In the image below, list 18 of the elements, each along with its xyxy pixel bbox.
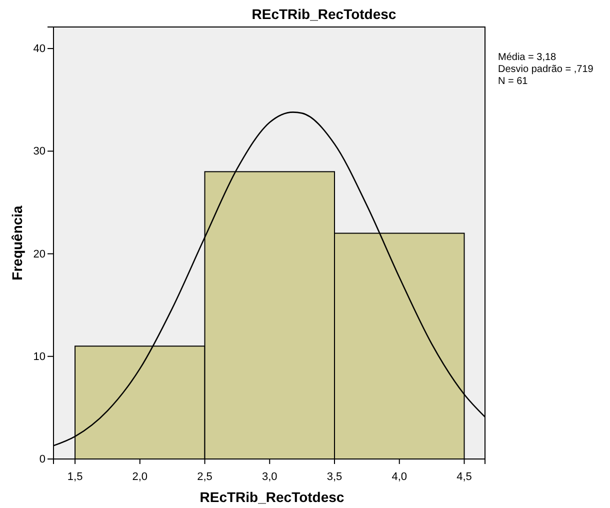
x-axis-title: REcTRib_RecTotdesc <box>200 489 344 505</box>
y-tick-label: 20 <box>33 248 46 260</box>
x-tick-label: 2,0 <box>132 470 148 483</box>
text: Média = 3,18 <box>498 52 557 63</box>
text: Desvio padrão = ,719 <box>498 64 594 75</box>
chart-title: REcTRib_RecTotdesc <box>252 6 396 22</box>
x-tick-label: 2,5 <box>197 470 212 483</box>
x-tick-label: 3,0 <box>262 470 278 483</box>
y-tick-label: 0 <box>39 454 46 466</box>
y-tick-label: 30 <box>33 146 46 158</box>
y-tick-label: 10 <box>33 350 46 363</box>
text: N = 61 <box>498 76 528 87</box>
y-tick-label: 40 <box>33 43 46 56</box>
x-tick-label: 3,5 <box>326 470 342 483</box>
y-axis-title: Frequência <box>9 205 25 280</box>
x-tick-label: 4,0 <box>392 470 408 483</box>
x-tick-label: 4,5 <box>456 470 472 483</box>
x-tick-label: 1,5 <box>67 470 83 483</box>
